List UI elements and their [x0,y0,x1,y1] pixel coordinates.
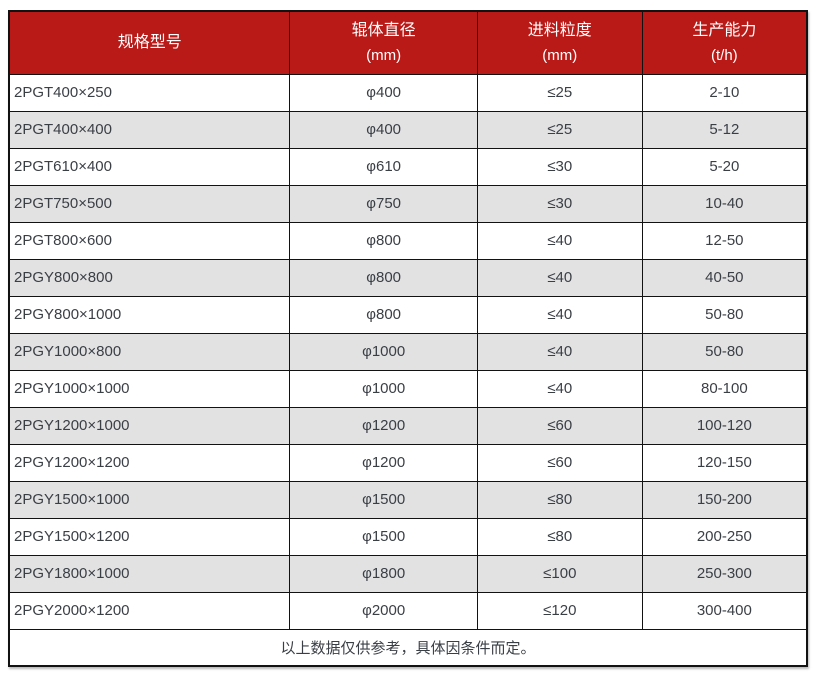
model-cell: 2PGT400×250 [8,73,291,112]
roller-diameter-cell: φ1200 [289,406,478,445]
model-cell: 2PGY800×1000 [8,295,291,334]
capacity-cell: 50-80 [641,295,808,334]
col-header-capacity-label: 生产能力 [692,21,757,39]
feed-size-cell: ≤80 [476,517,643,556]
capacity-cell: 150-200 [641,480,808,519]
model-cell: 2PGY800×800 [8,258,291,297]
table-footer: 以上数据仅供参考，具体因条件而定。 [8,628,808,667]
roller-diameter-cell: φ1800 [289,554,478,593]
col-header-model-label: 规格型号 [117,33,182,51]
capacity-cell: 200-250 [641,517,808,556]
model-cell: 2PGY1000×1000 [8,369,291,408]
header-row: 规格型号 辊体直径 (mm) 进料粒度 (mm) 生产能力 (t/h) [8,10,808,75]
model-cell: 2PGY1200×1000 [8,406,291,445]
model-cell: 2PGY1800×1000 [8,554,291,593]
table-header: 规格型号 辊体直径 (mm) 进料粒度 (mm) 生产能力 (t/h) [8,10,808,75]
model-cell: 2PGY1500×1200 [8,517,291,556]
col-header-feed-size-unit: (mm) [542,46,578,64]
model-cell: 2PGT610×400 [8,147,291,186]
table-row: 2PGY1200×1200 φ1200 ≤60 120-150 [8,443,808,482]
model-cell: 2PGT750×500 [8,184,291,223]
table-row: 2PGT800×600 φ800 ≤40 12-50 [8,221,808,260]
roller-diameter-cell: φ1200 [289,443,478,482]
col-header-feed-size-label: 进料粒度 [527,21,592,39]
feed-size-cell: ≤30 [476,184,643,223]
spec-table: 规格型号 辊体直径 (mm) 进料粒度 (mm) 生产能力 (t/h) 2PGT… [8,10,808,667]
table-row: 2PGT610×400 φ610 ≤30 5-20 [8,147,808,186]
capacity-cell: 100-120 [641,406,808,445]
model-cell: 2PGY1000×800 [8,332,291,371]
table-row: 2PGY2000×1200 φ2000 ≤120 300-400 [8,591,808,630]
col-header-capacity-unit: (t/h) [711,46,738,64]
roller-diameter-cell: φ800 [289,258,478,297]
footnote-row: 以上数据仅供参考，具体因条件而定。 [8,628,808,667]
capacity-cell: 50-80 [641,332,808,371]
table-row: 2PGY1000×1000 φ1000 ≤40 80-100 [8,369,808,408]
model-cell: 2PGT400×400 [8,110,291,149]
model-cell: 2PGY1200×1200 [8,443,291,482]
feed-size-cell: ≤40 [476,258,643,297]
feed-size-cell: ≤40 [476,221,643,260]
capacity-cell: 40-50 [641,258,808,297]
roller-diameter-cell: φ610 [289,147,478,186]
roller-diameter-cell: φ400 [289,110,478,149]
table-row: 2PGY1800×1000 φ1800 ≤100 250-300 [8,554,808,593]
table-footnote: 以上数据仅供参考，具体因条件而定。 [8,628,808,667]
feed-size-cell: ≤60 [476,406,643,445]
roller-diameter-cell: φ800 [289,295,478,334]
capacity-cell: 80-100 [641,369,808,408]
capacity-cell: 300-400 [641,591,808,630]
capacity-cell: 2-10 [641,73,808,112]
table-row: 2PGT400×250 φ400 ≤25 2-10 [8,73,808,112]
table-row: 2PGT400×400 φ400 ≤25 5-12 [8,110,808,149]
feed-size-cell: ≤40 [476,295,643,334]
table-row: 2PGY800×800 φ800 ≤40 40-50 [8,258,808,297]
roller-diameter-cell: φ750 [289,184,478,223]
page: 规格型号 辊体直径 (mm) 进料粒度 (mm) 生产能力 (t/h) 2PGT… [8,10,808,667]
feed-size-cell: ≤25 [476,110,643,149]
col-header-roller-diameter-label: 辊体直径 [351,21,416,39]
capacity-cell: 5-12 [641,110,808,149]
model-cell: 2PGY1500×1000 [8,480,291,519]
feed-size-cell: ≤30 [476,147,643,186]
capacity-cell: 10-40 [641,184,808,223]
feed-size-cell: ≤25 [476,73,643,112]
feed-size-cell: ≤120 [476,591,643,630]
col-header-roller-diameter: 辊体直径 (mm) [289,10,478,75]
roller-diameter-cell: φ1500 [289,480,478,519]
table-body: 2PGT400×250 φ400 ≤25 2-10 2PGT400×400 φ400 ≤25… [8,73,808,630]
table-row: 2PGY800×1000 φ800 ≤40 50-80 [8,295,808,334]
roller-diameter-cell: φ2000 [289,591,478,630]
table-row: 2PGY1500×1200 φ1500 ≤80 200-250 [8,517,808,556]
table-row: 2PGY1200×1000 φ1200 ≤60 100-120 [8,406,808,445]
feed-size-cell: ≤60 [476,443,643,482]
col-header-feed-size: 进料粒度 (mm) [476,10,643,75]
feed-size-cell: ≤80 [476,480,643,519]
roller-diameter-cell: φ1000 [289,332,478,371]
capacity-cell: 250-300 [641,554,808,593]
table-row: 2PGY1500×1000 φ1500 ≤80 150-200 [8,480,808,519]
col-header-model: 规格型号 [8,10,291,75]
col-header-capacity: 生产能力 (t/h) [641,10,808,75]
capacity-cell: 120-150 [641,443,808,482]
roller-diameter-cell: φ1500 [289,517,478,556]
col-header-roller-diameter-unit: (mm) [366,46,402,64]
table-row: 2PGY1000×800 φ1000 ≤40 50-80 [8,332,808,371]
roller-diameter-cell: φ1000 [289,369,478,408]
model-cell: 2PGY2000×1200 [8,591,291,630]
table-row: 2PGT750×500 φ750 ≤30 10-40 [8,184,808,223]
roller-diameter-cell: φ800 [289,221,478,260]
capacity-cell: 5-20 [641,147,808,186]
roller-diameter-cell: φ400 [289,73,478,112]
feed-size-cell: ≤40 [476,369,643,408]
feed-size-cell: ≤100 [476,554,643,593]
capacity-cell: 12-50 [641,221,808,260]
feed-size-cell: ≤40 [476,332,643,371]
model-cell: 2PGT800×600 [8,221,291,260]
